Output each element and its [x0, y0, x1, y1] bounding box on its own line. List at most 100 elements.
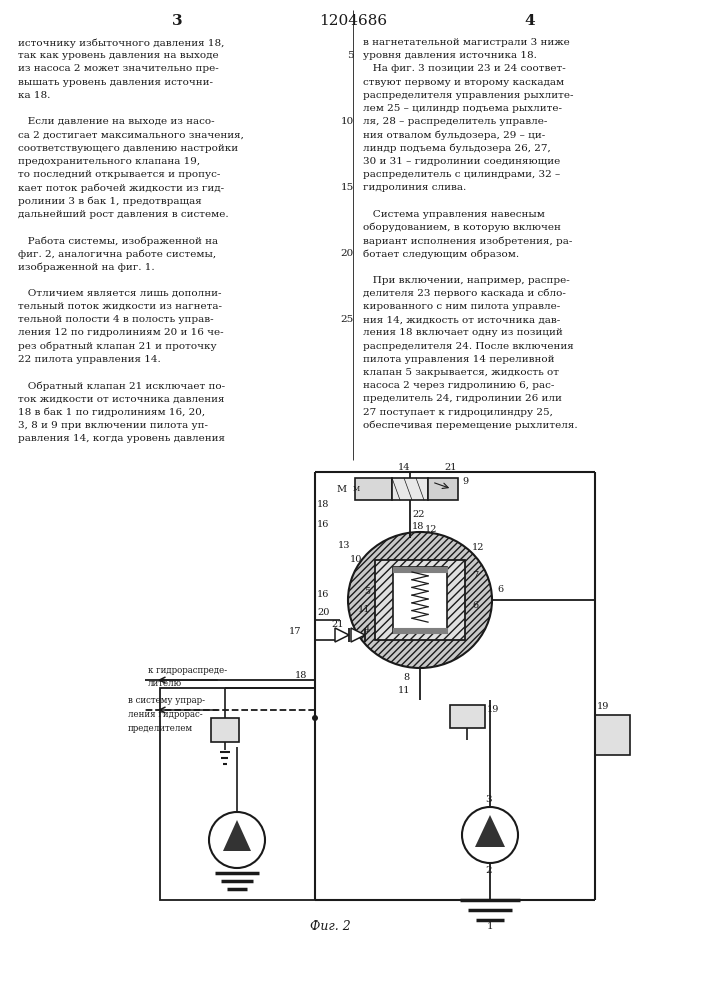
Text: распределитель с цилиндрами, 32 –: распределитель с цилиндрами, 32 – [363, 170, 560, 179]
Text: делителя 23 первого каскада и сбло-: делителя 23 первого каскада и сбло- [363, 289, 566, 298]
Text: 3: 3 [485, 795, 491, 804]
Text: 12: 12 [472, 544, 484, 552]
Text: 25: 25 [341, 315, 354, 324]
Text: соответствующего давлению настройки: соответствующего давлению настройки [18, 144, 238, 153]
Text: из насоса 2 может значительно пре-: из насоса 2 может значительно пре- [18, 64, 218, 73]
Text: 11: 11 [397, 686, 410, 695]
Text: ления 12 по гидролиниям 20 и 16 че-: ления 12 по гидролиниям 20 и 16 че- [18, 328, 223, 337]
Text: рез обратный клапан 21 и проточку: рез обратный клапан 21 и проточку [18, 342, 216, 351]
Text: Отличием является лишь дополни-: Отличием является лишь дополни- [18, 289, 221, 298]
Text: M: M [337, 485, 347, 493]
Bar [428, 478, 458, 500]
Text: изображенной на фиг. 1.: изображенной на фиг. 1. [18, 262, 155, 272]
Text: При включении, например, распре-: При включении, например, распре- [363, 276, 570, 285]
Text: пилота управления 14 переливной: пилота управления 14 переливной [363, 355, 554, 364]
Text: 10: 10 [341, 117, 354, 126]
Bar [595, 715, 630, 755]
Text: 22: 22 [412, 510, 424, 519]
Bar [211, 718, 239, 742]
Text: ток жидкости от источника давления: ток жидкости от источника давления [18, 394, 225, 403]
Text: 12: 12 [425, 526, 438, 534]
Text: M: M [353, 485, 360, 493]
Text: 7: 7 [472, 570, 478, 580]
Text: тельный поток жидкости из нагнета-: тельный поток жидкости из нагнета- [18, 302, 222, 311]
Text: ния 14, жидкость от источника дав-: ния 14, жидкость от источника дав- [363, 315, 560, 324]
Text: Работа системы, изображенной на: Работа системы, изображенной на [18, 236, 218, 245]
Text: 18: 18 [317, 500, 329, 509]
Text: к гидрораспреде-: к гидрораспреде- [148, 666, 227, 675]
Text: распределителя управления рыхлите-: распределителя управления рыхлите- [363, 91, 573, 100]
Polygon shape [335, 628, 349, 642]
Text: 17: 17 [288, 628, 301, 637]
Text: распределителя 24. После включения: распределителя 24. После включения [363, 342, 574, 351]
Text: в нагнетательной магистрали 3 ниже: в нагнетательной магистрали 3 ниже [363, 38, 570, 47]
Text: 1: 1 [486, 922, 493, 931]
Circle shape [462, 807, 518, 863]
Text: 16: 16 [317, 590, 329, 599]
Text: 5: 5 [364, 587, 370, 596]
Text: пределитель 24, гидролинии 26 или: пределитель 24, гидролинии 26 или [363, 394, 562, 403]
Text: 15: 15 [341, 183, 354, 192]
Text: 20: 20 [341, 249, 354, 258]
Text: 19: 19 [597, 702, 609, 711]
Text: равления 14, когда уровень давления: равления 14, когда уровень давления [18, 434, 225, 443]
Circle shape [209, 812, 265, 868]
Bar [355, 478, 392, 500]
Text: Система управления навесным: Система управления навесным [363, 210, 545, 219]
Text: 20: 20 [317, 608, 329, 617]
Polygon shape [351, 628, 365, 642]
Text: ботает следующим образом.: ботает следующим образом. [363, 249, 519, 259]
Text: в систему упрар-: в систему упрар- [128, 696, 205, 705]
Text: 4: 4 [525, 14, 535, 28]
Text: 3: 3 [172, 14, 182, 28]
Text: гидролиния слива.: гидролиния слива. [363, 183, 466, 192]
Text: линдр подъема бульдозера 26, 27,: линдр подъема бульдозера 26, 27, [363, 144, 551, 153]
Text: вышать уровень давления источни-: вышать уровень давления источни- [18, 78, 213, 87]
Text: уровня давления источника 18.: уровня давления источника 18. [363, 51, 537, 60]
Polygon shape [475, 815, 505, 847]
Text: ствуют первому и второму каскадам: ствуют первому и второму каскадам [363, 78, 564, 87]
Text: пределителем: пределителем [128, 724, 193, 733]
Circle shape [312, 715, 318, 721]
Text: 11: 11 [358, 605, 370, 614]
Text: кированного с ним пилота управле-: кированного с ним пилота управле- [363, 302, 560, 311]
Text: лем 25 – цилиндр подъема рыхлите-: лем 25 – цилиндр подъема рыхлите- [363, 104, 562, 113]
Text: кает поток рабочей жидкости из гид-: кает поток рабочей жидкости из гид- [18, 183, 224, 193]
Text: 6: 6 [472, 600, 478, 609]
Text: 3, 8 и 9 при включении пилота уп-: 3, 8 и 9 при включении пилота уп- [18, 421, 208, 430]
Bar [160, 688, 315, 900]
Text: са 2 достигает максимального значения,: са 2 достигает максимального значения, [18, 130, 244, 139]
Text: 10: 10 [350, 556, 363, 564]
Text: 18 в бак 1 по гидролиниям 16, 20,: 18 в бак 1 по гидролиниям 16, 20, [18, 408, 205, 417]
Text: 18: 18 [295, 671, 308, 680]
Text: ка 18.: ка 18. [18, 91, 50, 100]
Text: ля, 28 – распределитель управле-: ля, 28 – распределитель управле- [363, 117, 547, 126]
Text: 30 и 31 – гидролинии соединяющие: 30 и 31 – гидролинии соединяющие [363, 157, 560, 166]
Bar [393, 628, 447, 633]
Text: вариант исполнения изобретения, ра-: вариант исполнения изобретения, ра- [363, 236, 573, 245]
Text: 1204686: 1204686 [319, 14, 387, 28]
Text: дальнейший рост давления в системе.: дальнейший рост давления в системе. [18, 210, 228, 219]
Text: 27 поступает к гидроцилиндру 25,: 27 поступает к гидроцилиндру 25, [363, 408, 553, 417]
Text: ления 18 включает одну из позиций: ления 18 включает одну из позиций [363, 328, 563, 337]
Text: ния отвалом бульдозера, 29 – ци-: ния отвалом бульдозера, 29 – ци- [363, 130, 545, 140]
Bar [375, 560, 465, 640]
Text: Фиг. 2: Фиг. 2 [310, 920, 351, 933]
Text: 8: 8 [404, 673, 410, 682]
Text: 22 пилота управления 14.: 22 пилота управления 14. [18, 355, 160, 364]
Text: 16: 16 [317, 520, 329, 529]
Text: так как уровень давления на выходе: так как уровень давления на выходе [18, 51, 218, 60]
Text: фиг. 2, аналогична работе системы,: фиг. 2, аналогична работе системы, [18, 249, 216, 259]
Text: 2: 2 [485, 866, 491, 875]
Text: 18: 18 [412, 522, 424, 531]
Text: то последний открывается и пропус-: то последний открывается и пропус- [18, 170, 221, 179]
Bar [393, 567, 447, 633]
Text: Если давление на выходе из насо-: Если давление на выходе из насо- [18, 117, 215, 126]
Text: клапан 5 закрывается, жидкость от: клапан 5 закрывается, жидкость от [363, 368, 559, 377]
Text: лителю: лителю [148, 679, 182, 688]
Text: 14: 14 [398, 463, 410, 472]
Text: 9: 9 [462, 478, 468, 487]
Text: На фиг. 3 позиции 23 и 24 соответ-: На фиг. 3 позиции 23 и 24 соответ- [363, 64, 566, 73]
Text: 4: 4 [363, 626, 370, 635]
Polygon shape [223, 820, 251, 851]
